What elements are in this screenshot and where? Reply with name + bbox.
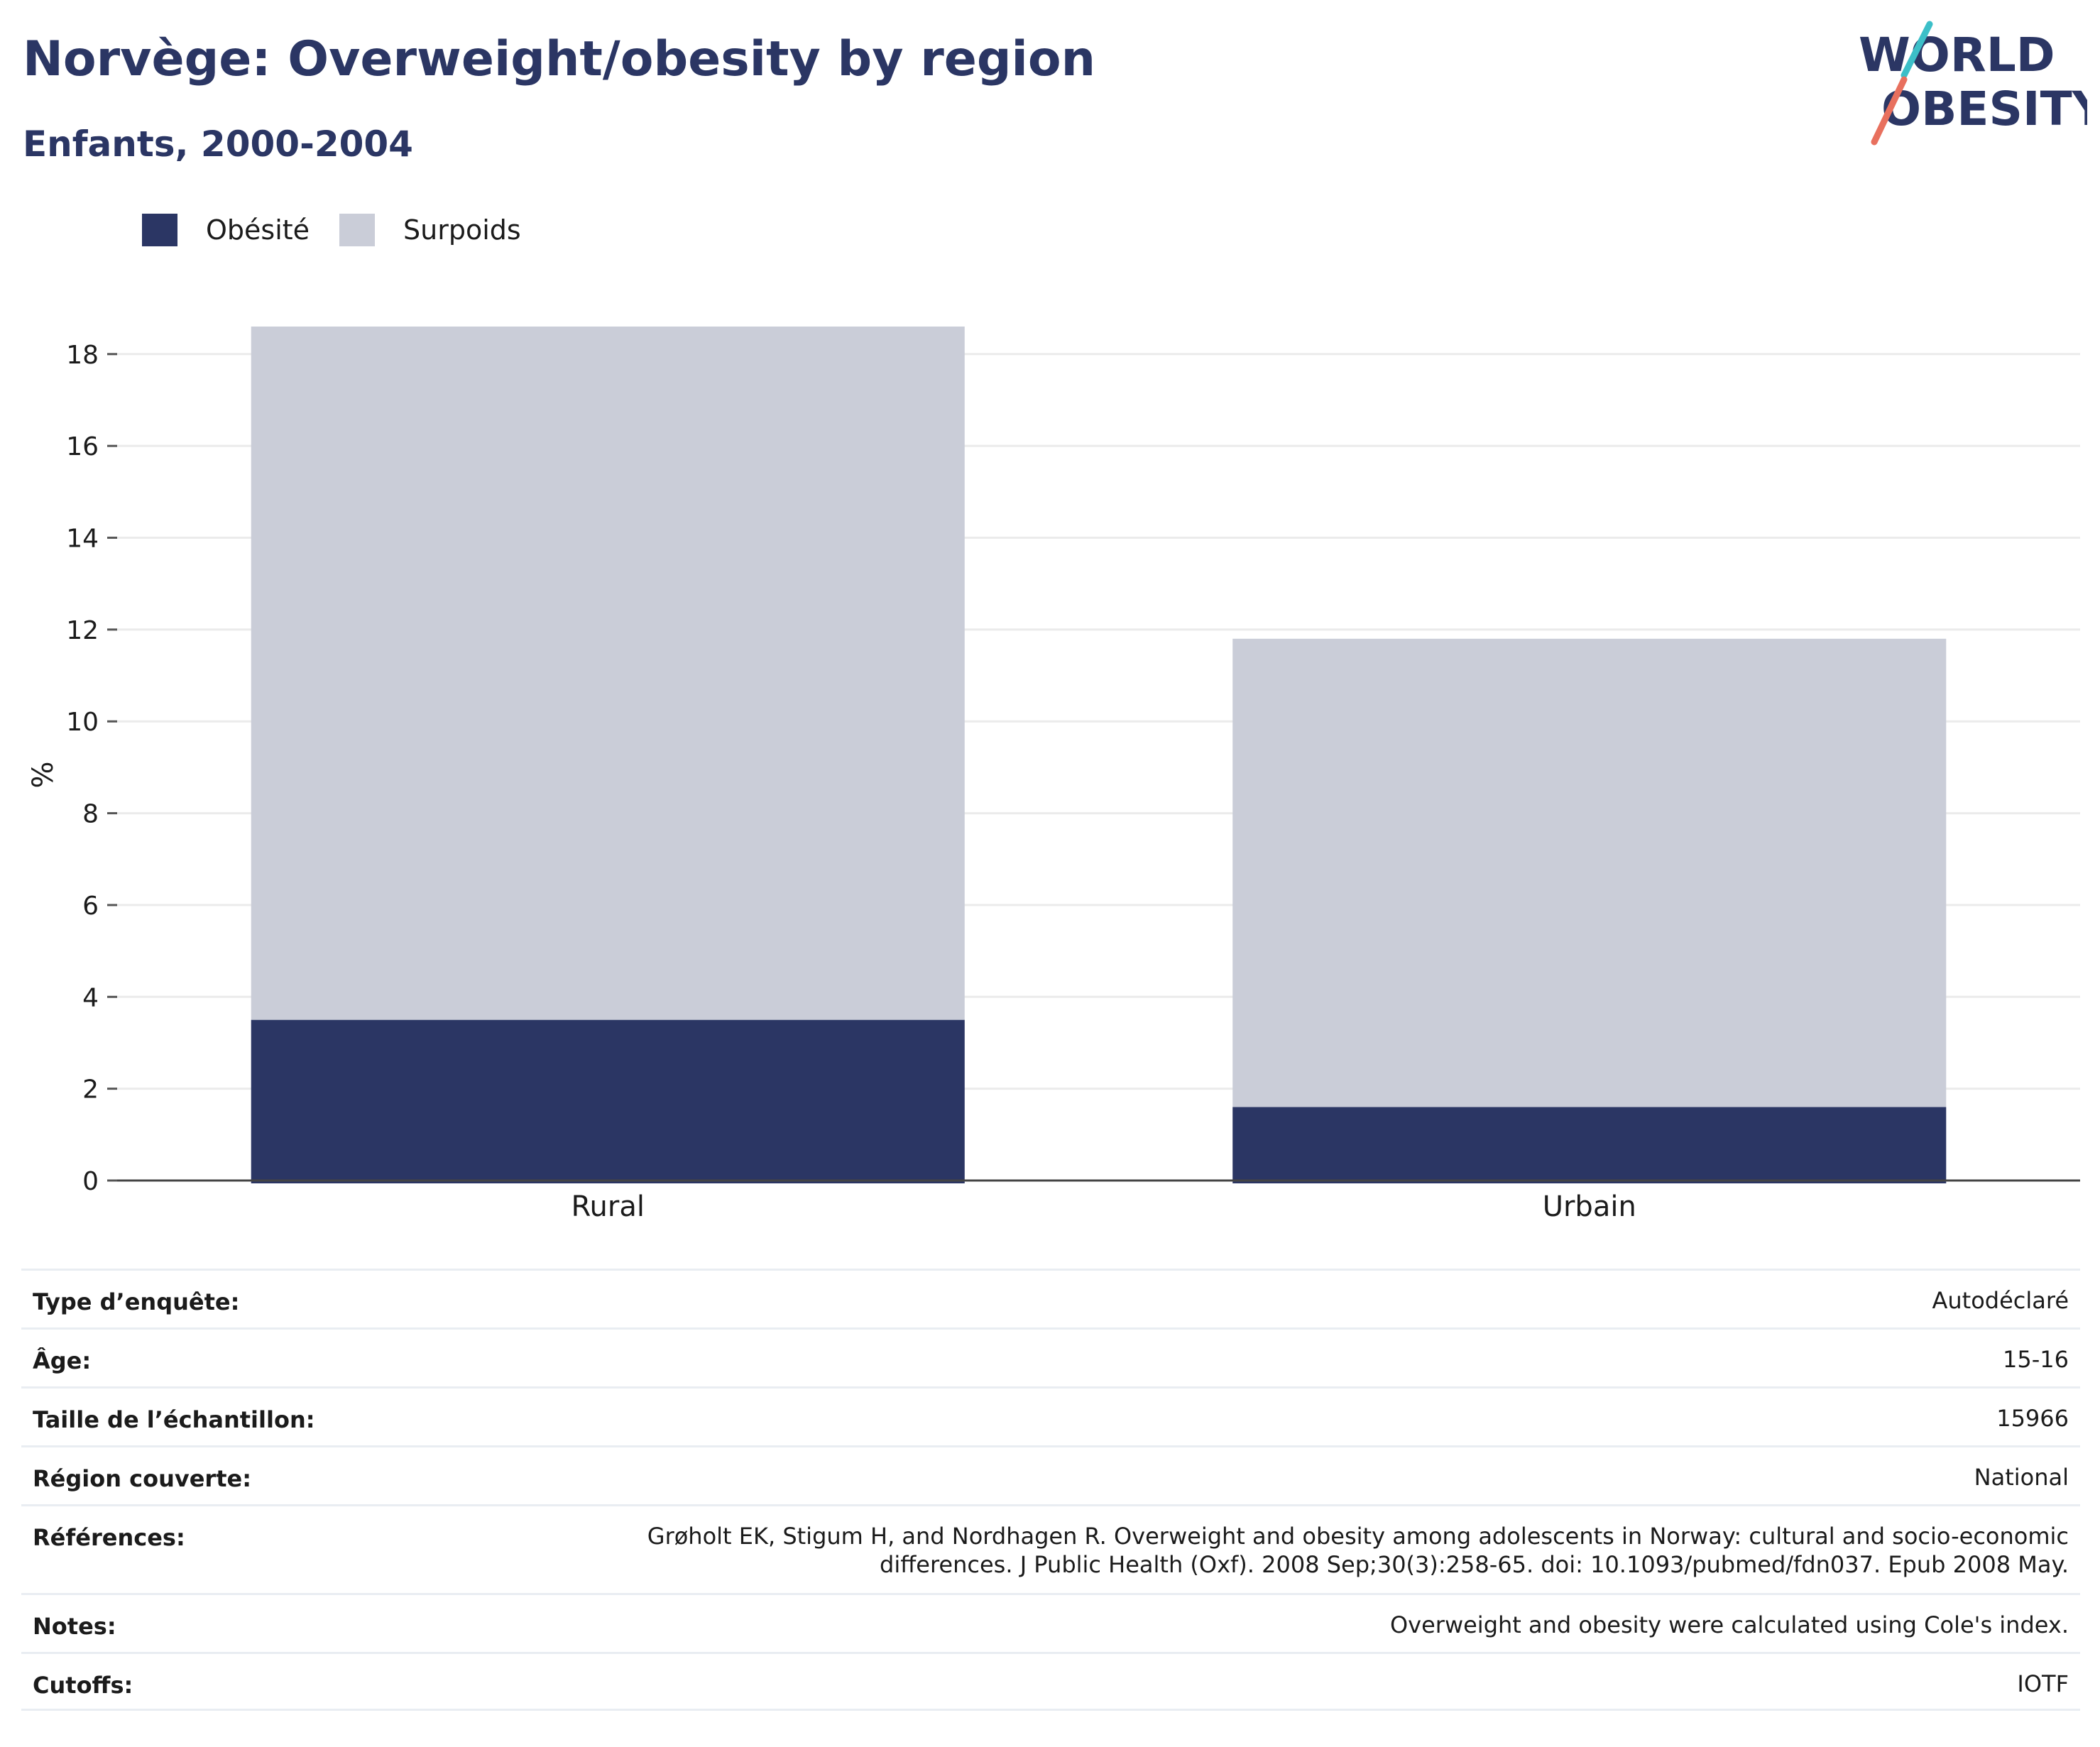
- logo-slash-coral: [1871, 76, 1908, 146]
- y-axis-label: %: [27, 761, 60, 788]
- detail-label: Région couverte:: [33, 1465, 251, 1492]
- y-tick-label: 4: [82, 983, 99, 1012]
- y-tick-label: 8: [82, 800, 99, 829]
- y-tick-label: 6: [82, 892, 99, 921]
- detail-label: Cutoffs:: [33, 1672, 133, 1699]
- detail-label: Type d’enquête:: [33, 1288, 240, 1315]
- detail-row-sample-size: Taille de l’échantillon: 15966: [21, 1386, 2080, 1445]
- bar-surpoids-rural: [251, 327, 965, 1020]
- legend-item-obesite[interactable]: Obésité: [142, 212, 310, 248]
- y-tick-label: 2: [82, 1075, 99, 1105]
- legend-label-obesite: Obésité: [206, 214, 310, 246]
- detail-row-age: Âge: 15-16: [21, 1327, 2080, 1386]
- survey-details-table: Type d’enquête: Autodéclaré Âge: 15-16 T…: [21, 1269, 2080, 1711]
- detail-label: Notes:: [33, 1613, 116, 1640]
- y-tick-label: 16: [66, 432, 99, 461]
- legend-swatch-obesite: [142, 214, 177, 246]
- detail-label: Références:: [33, 1524, 185, 1551]
- detail-value: Grøholt EK, Stigum H, and Nordhagen R. O…: [647, 1523, 2069, 1578]
- detail-value: Autodéclaré: [1932, 1287, 2069, 1314]
- stacked-bar-chart: 0 2 4 6 8 10 12 14 16 18% Rural Urbain: [27, 327, 2080, 1223]
- legend-item-surpoids[interactable]: Surpoids: [339, 212, 521, 248]
- detail-label: Âge:: [33, 1347, 92, 1374]
- detail-row-cutoffs: Cutoffs: IOTF: [21, 1652, 2080, 1711]
- logo-line1: WORLD: [1859, 28, 2055, 82]
- detail-row-references: Références: Grøholt EK, Stigum H, and No…: [21, 1504, 2080, 1593]
- detail-value: 15966: [1996, 1405, 2069, 1432]
- bar-obsit-rural: [251, 1019, 965, 1183]
- logo-line2: OBESITY: [1881, 82, 2087, 136]
- y-tick-label: 0: [82, 1167, 99, 1196]
- detail-label: Taille de l’échantillon:: [33, 1406, 315, 1433]
- y-tick-label: 14: [66, 525, 99, 554]
- detail-value: National: [1974, 1464, 2069, 1491]
- world-obesity-logo: WORLD OBESITY: [1859, 21, 2087, 146]
- chart-subtitle: Enfants, 2000-2004: [23, 124, 413, 165]
- legend-swatch-surpoids: [339, 214, 375, 246]
- y-tick-label: 10: [66, 708, 99, 737]
- y-tick-label: 18: [66, 341, 99, 370]
- detail-row-survey-type: Type d’enquête: Autodéclaré: [21, 1269, 2080, 1327]
- detail-value: IOTF: [2017, 1670, 2069, 1697]
- bar-surpoids-urbain: [1232, 638, 1947, 1107]
- x-tick-label: Urbain: [1543, 1190, 1636, 1223]
- x-tick-label: Rural: [572, 1190, 645, 1223]
- logo-slash-teal: [1901, 21, 1933, 79]
- detail-value: 15-16: [2003, 1346, 2069, 1373]
- detail-row-region: Région couverte: National: [21, 1445, 2080, 1504]
- legend-label-surpoids: Surpoids: [403, 214, 521, 246]
- y-tick-label: 12: [66, 616, 99, 645]
- bar-obsit-urbain: [1232, 1107, 1947, 1183]
- chart-title: Norvège: Overweight/obesity by region: [23, 31, 1095, 87]
- detail-row-notes: Notes: Overweight and obesity were calcu…: [21, 1593, 2080, 1652]
- detail-value: Overweight and obesity were calculated u…: [1389, 1611, 2069, 1638]
